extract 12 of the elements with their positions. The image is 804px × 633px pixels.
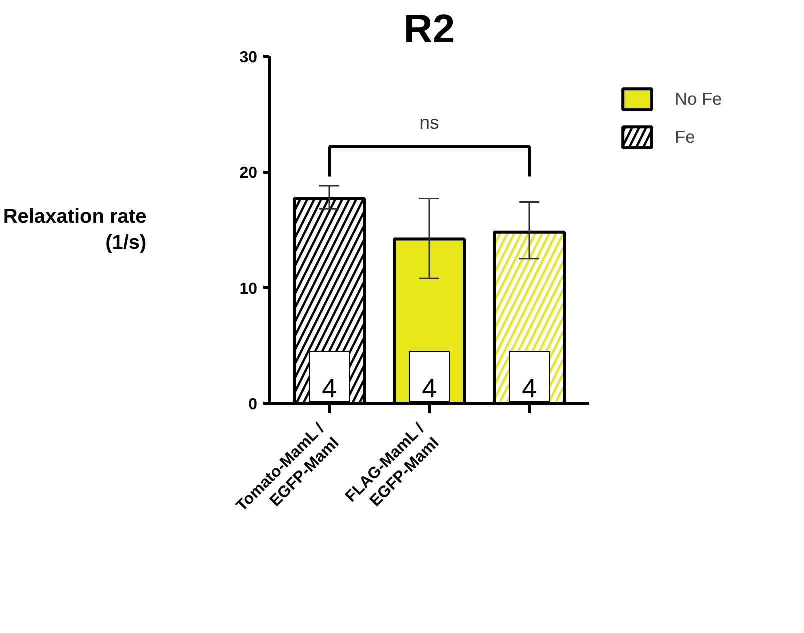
y-tick-label: 10: [240, 280, 258, 298]
annotation: 4: [422, 374, 438, 404]
y-tick-label: 30: [240, 50, 258, 66]
y-axis-title: Relaxation rate (1/s): [3, 206, 147, 254]
y-tick-label: 0: [248, 396, 258, 414]
y-tick-label: 20: [240, 165, 258, 182]
annotation: ns: [420, 112, 440, 133]
legend-label: Fe: [675, 126, 696, 148]
annotation: 4: [322, 374, 338, 404]
annotation: 4: [522, 374, 538, 404]
chart-title: R2: [404, 8, 456, 52]
legend-label: No Fe: [675, 88, 722, 110]
